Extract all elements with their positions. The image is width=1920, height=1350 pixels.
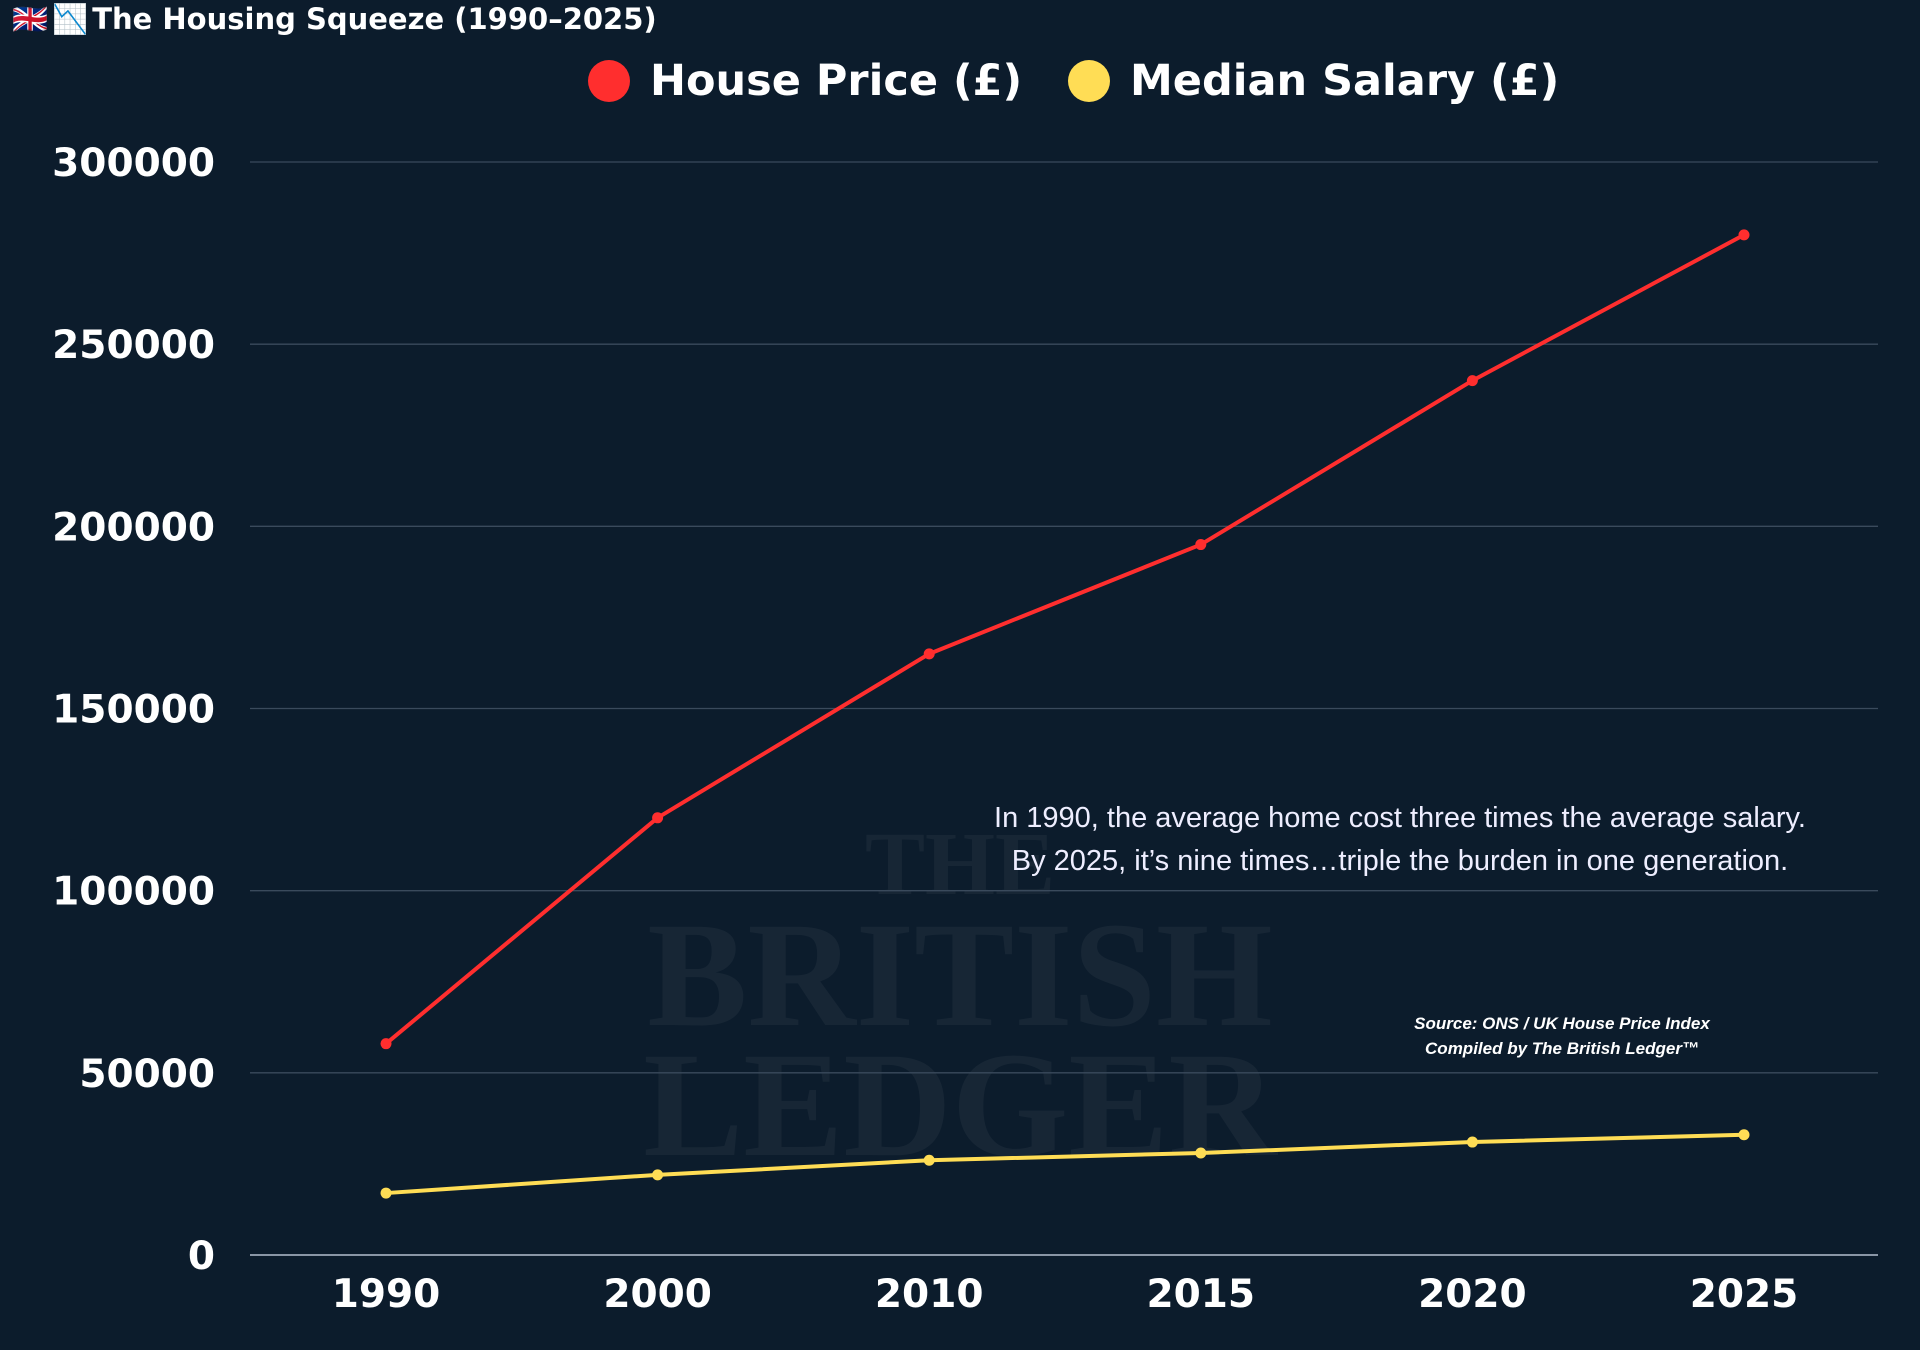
data-point [1195, 539, 1207, 551]
legend-label: House Price (£) [650, 56, 1023, 106]
source-line: Compiled by The British Ledger™ [1425, 1039, 1699, 1058]
data-point [1738, 229, 1750, 241]
x-tick-label: 1990 [332, 1272, 441, 1317]
data-point [380, 1038, 392, 1050]
chart-title-text: The Housing Squeeze (1990–2025) [92, 2, 657, 36]
data-point [1738, 1129, 1750, 1141]
watermark-logo: THE [560, 820, 1360, 910]
source-line: Source: ONS / UK House Price Index [1414, 1014, 1710, 1033]
annotation-line: In 1990, the average home cost three tim… [994, 802, 1806, 834]
legend-label: Median Salary (£) [1130, 56, 1560, 106]
y-tick-label: 100000 [52, 870, 215, 915]
legend-marker [588, 60, 630, 102]
annotation: In 1990, the average home cost three tim… [900, 797, 1900, 883]
annotation-line: By 2025, it’s nine times…triple the burd… [1011, 845, 1789, 877]
legend-item-house-price: House Price (£) [588, 56, 1022, 106]
y-tick-label: 0 [188, 1234, 215, 1279]
data-point [652, 812, 664, 824]
data-point [652, 1169, 664, 1181]
series-line-median-salary [385, 1132, 1745, 1196]
data-point [923, 648, 935, 660]
data-point [1466, 1136, 1478, 1148]
watermark-logo: BRITISH [560, 900, 1360, 1050]
x-tick-label: 2015 [1147, 1272, 1256, 1317]
data-point [1195, 1147, 1207, 1159]
y-tick-label: 50000 [79, 1052, 215, 1097]
y-tick-label: 300000 [52, 141, 215, 186]
source-note: Source: ONS / UK House Price Index Compi… [1362, 1011, 1762, 1061]
x-tick-label: 2000 [603, 1272, 712, 1317]
data-point [380, 1187, 392, 1199]
y-tick-label: 200000 [52, 505, 215, 550]
chart-decreasing-icon: 📉 [52, 2, 89, 36]
uk-flag-icon: 🇬🇧 [12, 2, 49, 36]
data-point [1466, 375, 1478, 387]
y-tick-label: 150000 [52, 688, 215, 733]
y-tick-label: 250000 [52, 323, 215, 368]
x-tick-label: 2025 [1690, 1272, 1799, 1317]
chart-title: 🇬🇧 📉 The Housing Squeeze (1990–2025) [12, 2, 657, 37]
legend-marker [1068, 60, 1110, 102]
x-tick-label: 2020 [1418, 1272, 1527, 1317]
data-point [923, 1154, 935, 1166]
legend-item-median-salary: Median Salary (£) [1068, 56, 1559, 106]
series-line-house-price [384, 233, 1745, 1046]
x-tick-label: 2010 [875, 1272, 984, 1317]
